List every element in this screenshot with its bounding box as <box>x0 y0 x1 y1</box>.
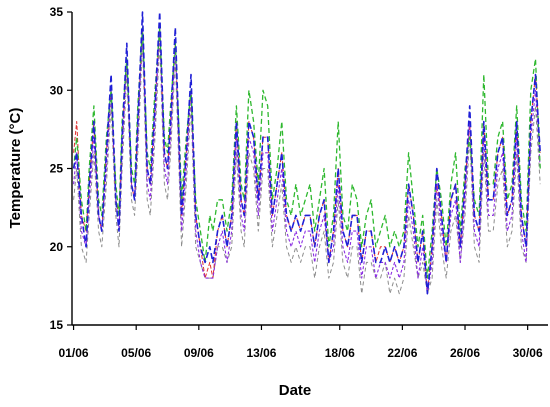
x-tick-label: 30/06 <box>513 346 543 360</box>
y-tick-label: 35 <box>50 5 64 19</box>
x-tick-label: 18/06 <box>325 346 355 360</box>
x-ticks: 01/06 05/06 09/06 13/06 18/06 22/06 26/06 30/06 <box>59 325 543 360</box>
y-axis-title: Temperature (°C) <box>7 108 24 229</box>
y-tick-label: 20 <box>50 240 64 254</box>
x-tick-label: 05/06 <box>121 346 151 360</box>
x-tick-label: 09/06 <box>184 346 214 360</box>
x-tick-label: 22/06 <box>387 346 417 360</box>
series-layer <box>72 11 541 295</box>
y-tick-label: 30 <box>50 83 64 97</box>
x-tick-label: 01/06 <box>59 346 89 360</box>
y-tick-label: 25 <box>50 162 64 176</box>
x-tick-label: 26/06 <box>450 346 480 360</box>
y-ticks: 15 20 25 30 35 <box>50 5 72 332</box>
series-line-1 <box>72 11 541 295</box>
series-line-2 <box>72 27 541 279</box>
x-tick-label: 13/06 <box>246 346 276 360</box>
y-tick-label: 15 <box>50 318 64 332</box>
x-axis-title: Date <box>279 382 312 399</box>
